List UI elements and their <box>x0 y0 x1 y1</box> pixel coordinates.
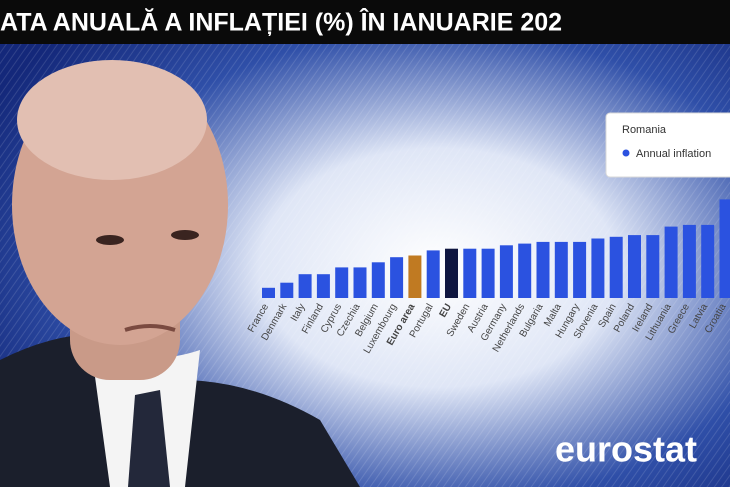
bar <box>701 224 715 298</box>
legend-label: Annual inflation <box>636 148 711 160</box>
bar <box>518 243 532 298</box>
bar <box>390 257 404 298</box>
bar <box>609 236 623 298</box>
bar <box>682 224 696 298</box>
bar <box>719 199 730 298</box>
legend-marker <box>622 149 630 157</box>
bar <box>554 241 568 298</box>
tie <box>128 390 170 487</box>
bar <box>353 267 367 298</box>
bar <box>664 226 678 298</box>
title-banner <box>0 0 730 44</box>
person <box>0 60 360 487</box>
tooltip-box <box>605 112 730 178</box>
bar <box>280 282 294 298</box>
bar <box>628 235 641 298</box>
bar <box>463 248 477 298</box>
bar <box>573 241 587 298</box>
bar <box>646 235 660 298</box>
bar <box>426 250 440 298</box>
bar <box>591 238 605 298</box>
bar <box>499 245 513 298</box>
tooltip-title: Romania <box>622 124 667 136</box>
bar <box>408 255 422 298</box>
source-logo: eurostat <box>555 429 697 470</box>
title: ATA ANUALĂ A INFLAȚIEI (%) ÎN IANUARIE 2… <box>0 7 562 37</box>
bar <box>445 248 458 298</box>
bar <box>298 274 312 298</box>
eye <box>96 235 124 245</box>
tooltip: Romania Annual inflation <box>605 112 730 178</box>
bar <box>316 274 330 298</box>
scalp <box>17 60 207 180</box>
eye <box>171 230 199 240</box>
bar <box>481 248 495 298</box>
bar <box>262 287 275 298</box>
bar <box>536 241 550 298</box>
bar <box>371 262 385 298</box>
bar <box>335 267 349 298</box>
mouth <box>124 324 176 332</box>
